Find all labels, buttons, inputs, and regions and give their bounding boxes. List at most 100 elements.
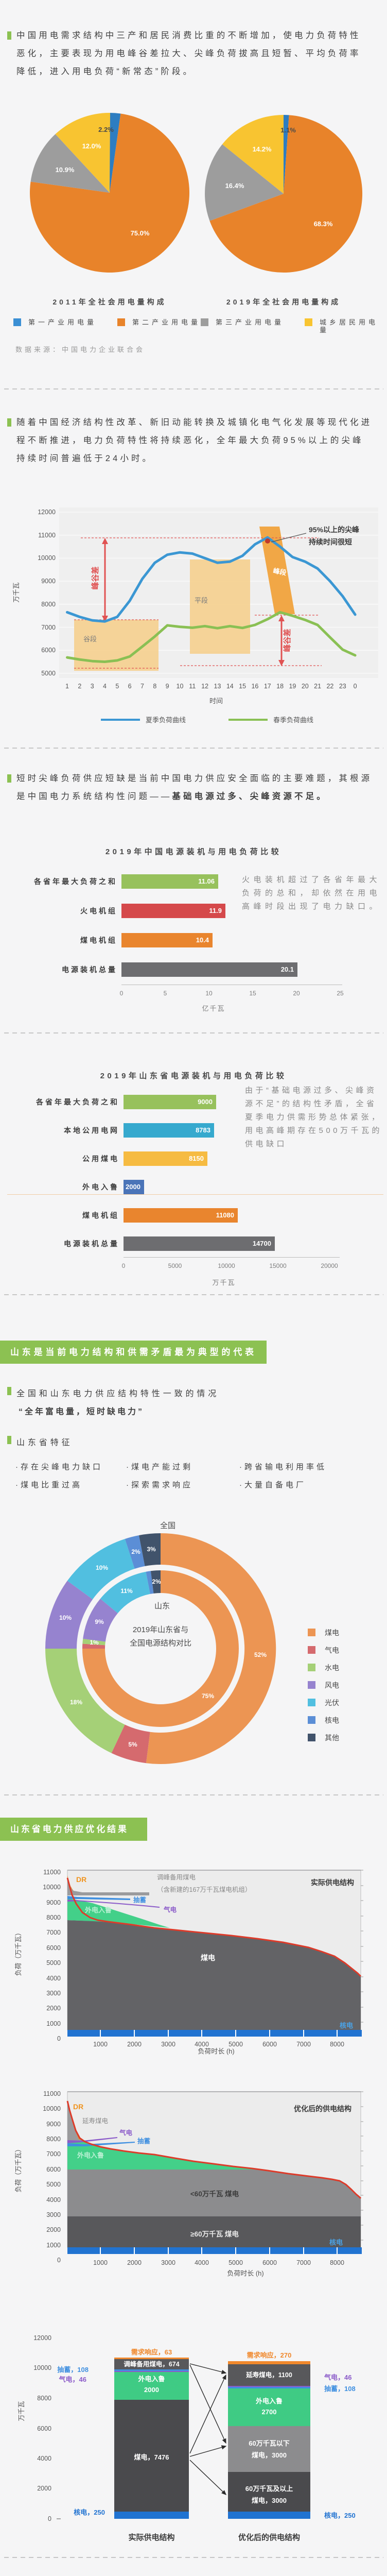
svg-text:优化后的供电结构: 优化后的供电结构 [238,2533,300,2542]
svg-text:2000: 2000 [144,2386,159,2394]
svg-text:5%: 5% [128,1741,137,1748]
svg-text:6000: 6000 [46,1944,61,1952]
svg-text:8000: 8000 [46,2136,61,2143]
svg-text:2000: 2000 [37,2485,51,2492]
svg-text:全国电源结构对比: 全国电源结构对比 [130,1638,191,1648]
svg-text:6: 6 [128,683,132,690]
svg-text:60万千瓦及以上: 60万千瓦及以上 [245,2485,293,2493]
svg-text:1000: 1000 [93,2259,108,2266]
svg-text:11000: 11000 [43,2090,61,2097]
svg-text:0: 0 [57,2257,61,2264]
svg-text:0: 0 [48,2515,51,2522]
svg-text:气电，46: 气电，46 [324,2374,351,2381]
svg-text:谷段: 谷段 [83,635,97,643]
svg-text:峰谷差: 峰谷差 [283,629,292,652]
svg-text:68.3%: 68.3% [314,220,333,228]
svg-text:煤电: 煤电 [325,1629,339,1637]
svg-text:峰段: 峰段 [272,567,287,577]
svg-text:煤电: 煤电 [201,1954,215,1962]
svg-text:调峰备用煤电，674: 调峰备用煤电，674 [124,2360,179,2368]
svg-text:10%: 10% [96,1564,108,1571]
svg-text:11000: 11000 [43,1869,61,1876]
svg-text:水电: 水电 [325,1664,339,1672]
svg-text:2000: 2000 [127,2041,142,2048]
svg-text:6000: 6000 [46,2166,61,2173]
svg-text:11000: 11000 [38,532,56,539]
svg-text:需求响应，270: 需求响应，270 [247,2351,292,2359]
svg-text:负荷（万千瓦）: 负荷（万千瓦） [14,2145,22,2192]
svg-text:2%: 2% [152,1578,161,1585]
svg-text:4000: 4000 [195,2041,209,2048]
svg-text:12: 12 [201,683,208,690]
svg-text:时间: 时间 [209,697,223,705]
svg-text:11: 11 [189,683,196,690]
svg-text:7000: 7000 [46,2150,61,2158]
svg-text:需求响应，63: 需求响应，63 [131,2348,172,2356]
svg-text:外电入鲁: 外电入鲁 [77,2151,104,2159]
svg-text:2019年山东省与: 2019年山东省与 [133,1625,188,1634]
svg-text:1.1%: 1.1% [280,126,296,134]
svg-text:12000: 12000 [33,2334,51,2342]
svg-text:抽蓄，108: 抽蓄，108 [57,2366,89,2374]
svg-text:≥60万千瓦 煤电: ≥60万千瓦 煤电 [190,2230,239,2238]
svg-text:13: 13 [214,683,221,690]
svg-text:持续时间很短: 持续时间很短 [309,538,352,546]
svg-text:3000: 3000 [46,2211,61,2218]
svg-text:5000: 5000 [41,670,56,677]
svg-text:负荷时长 (h): 负荷时长 (h) [227,2269,264,2277]
svg-text:外电入鲁: 外电入鲁 [84,1906,112,1914]
svg-text:全国: 全国 [160,1521,175,1530]
svg-text:2.2%: 2.2% [98,126,114,133]
svg-text:气电: 气电 [119,2129,133,2137]
svg-text:22: 22 [326,683,333,690]
svg-text:23: 23 [339,683,346,690]
svg-text:<60万千瓦 煤电: <60万千瓦 煤电 [190,2190,239,2198]
svg-text:山东: 山东 [154,1602,170,1611]
svg-text:2700: 2700 [262,2408,277,2416]
svg-text:9: 9 [166,683,169,690]
svg-text:5000: 5000 [46,1959,61,1967]
svg-text:夏季负荷曲线: 夏季负荷曲线 [146,716,186,724]
svg-text:15: 15 [239,683,246,690]
svg-text:4: 4 [103,683,107,690]
svg-text:2000: 2000 [46,2226,61,2233]
svg-text:9000: 9000 [46,2121,61,2128]
svg-text:核电: 核电 [340,2022,353,2029]
svg-text:1000: 1000 [93,2041,108,2048]
svg-text:延寿煤电，1100: 延寿煤电，1100 [245,2371,292,2379]
svg-text:9%: 9% [95,1618,104,1625]
svg-text:核电: 核电 [329,2239,343,2246]
svg-text:抽蓄，108: 抽蓄，108 [324,2385,356,2393]
svg-text:DR: DR [73,2103,83,2111]
svg-text:煤电，3000: 煤电，3000 [252,2451,287,2459]
svg-text:抽蓄: 抽蓄 [137,2137,151,2145]
svg-text:1000: 1000 [46,2020,61,2027]
svg-text:1000: 1000 [46,2242,61,2249]
svg-text:7000: 7000 [296,2041,311,2048]
svg-text:核电: 核电 [325,1716,339,1724]
svg-text:19: 19 [289,683,296,690]
svg-text:16: 16 [251,683,258,690]
svg-text:负荷（万千瓦）: 负荷（万千瓦） [14,1929,22,1976]
svg-text:3%: 3% [147,1546,156,1553]
svg-text:1: 1 [65,683,69,690]
svg-text:实际供电结构: 实际供电结构 [128,2533,174,2542]
svg-text:核电，250: 核电，250 [74,2509,105,2516]
svg-text:8000: 8000 [330,2041,344,2048]
svg-text:煤电，7476: 煤电，7476 [134,2453,169,2461]
svg-text:9000: 9000 [41,578,56,585]
svg-text:18%: 18% [70,1699,82,1706]
svg-text:延寿煤电: 延寿煤电 [82,2117,109,2125]
svg-text:2000: 2000 [46,2005,61,2012]
svg-text:12000: 12000 [38,509,56,516]
svg-text:抽蓄: 抽蓄 [133,1896,147,1904]
svg-text:平段: 平段 [195,597,208,604]
svg-text:风电: 风电 [325,1681,339,1689]
svg-text:煤电，3000: 煤电，3000 [252,2497,287,2504]
svg-text:21: 21 [314,683,321,690]
svg-text:核电，250: 核电，250 [324,2512,356,2519]
svg-text:10000: 10000 [38,554,56,562]
svg-text:9000: 9000 [46,1899,61,1906]
svg-text:14.2%: 14.2% [253,145,272,153]
svg-text:7000: 7000 [41,624,56,631]
